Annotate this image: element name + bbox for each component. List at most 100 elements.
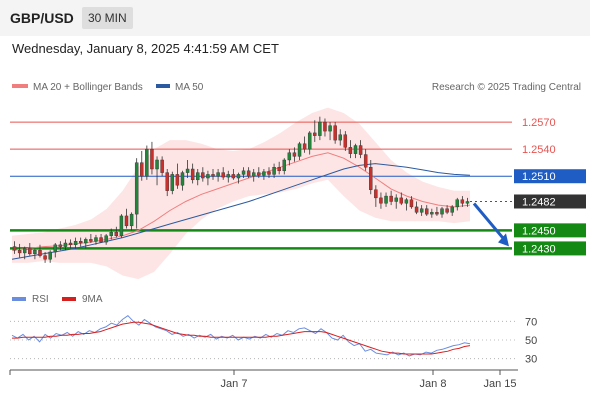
candle-body [99,237,103,243]
candle-body [68,242,73,246]
candle-body [297,143,302,157]
candle [114,226,119,238]
candle [369,159,373,195]
candle [389,190,393,206]
level-label-1-2430: 1.2430 [522,243,556,255]
candle [251,169,256,182]
candle [323,118,327,137]
candle [180,170,185,191]
candle [73,237,78,249]
candle-body [307,132,312,150]
candle [236,172,241,184]
candle-body [155,159,159,170]
candle-body [333,125,337,141]
price-levels: 1.2570 1.2540 1.2510 1.2482 1.2450 1.2430 [10,117,586,256]
moving-averages [11,152,471,260]
candle [226,170,231,183]
candle-body [185,168,190,173]
candle-body [226,174,231,178]
projection-arrow [472,202,509,247]
candle-body [262,171,266,176]
level-tag-1-2482 [514,194,586,209]
candle [282,158,286,175]
candle [231,169,236,180]
candle [22,246,27,260]
candle [119,214,124,238]
candle-body [282,159,286,172]
candle [435,206,439,216]
candle [94,234,98,245]
level-label-1-2482: 1.2482 [522,196,556,208]
ma50-line [11,163,471,260]
candle-body [104,235,108,243]
candle-body [409,199,414,208]
candle [292,147,297,162]
candles [12,116,470,263]
candle [272,163,276,179]
candle-body [425,208,429,215]
candle-body [48,251,52,260]
timeframe-button[interactable]: 30 MIN [82,7,133,29]
level-label-1-2450: 1.2450 [522,225,556,237]
candle [384,192,388,207]
candle-body [465,201,470,204]
candle-body [134,162,139,215]
candle [129,212,134,231]
candle [12,241,17,254]
candle [338,129,342,146]
candle [328,122,332,141]
projection-arrow-head [498,233,509,247]
candle-body [460,199,465,204]
candle [165,169,169,197]
candle-body [277,166,281,172]
x-axis: Jan 7 Jan 8 Jan 15 [9,369,518,390]
ma50-legend-label: MA 50 [175,82,204,93]
candle [140,150,144,181]
candle-body [379,197,383,204]
symbol-title: GBP/USD [10,10,74,26]
candle-body [430,212,434,215]
candle-body [211,174,215,177]
rsi-level-label-70: 70 [525,316,537,328]
candle-body [114,231,119,236]
candle [175,163,180,189]
candle [409,196,414,209]
candle [262,169,266,180]
credit-text: Research © 2025 Trading Central [432,82,581,93]
candle-body [140,162,144,177]
candle [17,243,22,258]
candle [257,167,261,179]
candle-body [73,240,78,246]
candle [201,167,205,182]
candle-body [302,143,307,150]
candle-body [175,174,180,186]
candle-body [313,132,317,136]
candle-body [251,172,256,177]
candle-body [267,171,271,175]
candle-body [94,237,98,242]
candle [379,192,383,209]
candle [313,120,317,142]
candle [109,228,113,240]
candle-body [221,172,225,178]
candle-body [170,174,175,191]
candle-body [236,174,241,179]
candle [124,208,129,229]
x-tick-label: Jan 15 [483,378,516,390]
candle-body [12,246,17,251]
candle [302,136,307,153]
candle [455,197,460,211]
rsi-level-label-50: 50 [525,335,537,347]
candle [374,185,378,207]
candle-body [28,248,32,255]
candle [84,237,88,249]
candle-body [63,242,68,247]
rsi-legend-swatch [12,297,26,301]
candle-body [328,125,332,132]
candle [134,158,139,229]
candle [89,233,93,243]
candle [399,192,404,206]
candle [404,197,409,211]
candle [394,194,398,209]
